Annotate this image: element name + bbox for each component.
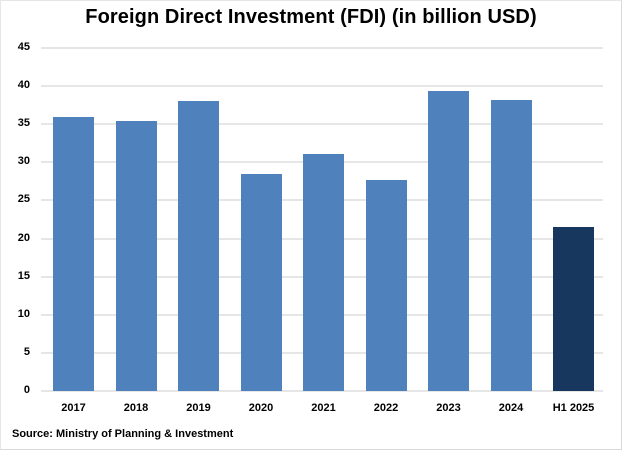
y-tick-label: 0: [23, 384, 30, 396]
x-tick-label: 2018: [123, 402, 149, 414]
bar-2022: [365, 179, 407, 391]
bar-2019: [178, 101, 219, 391]
y-tick-label: 35: [17, 117, 30, 130]
x-tick-label: 2022: [373, 402, 399, 414]
x-tick-label: 2021: [311, 402, 336, 414]
bar-2017: [53, 117, 94, 391]
source-note: Source: Ministry of Planning & Investmen…: [12, 428, 234, 440]
y-tick-label: 15: [17, 269, 30, 282]
y-tick-label: 10: [17, 307, 30, 320]
bar-2020: [240, 173, 282, 391]
gridline: [41, 47, 603, 49]
x-tick-label: 2023: [436, 402, 461, 414]
x-tick-label: 2019: [186, 402, 211, 414]
bar-h1-2025: [553, 227, 594, 391]
x-tick-label: H1 2025: [552, 402, 595, 414]
x-tick-label: 2024: [498, 402, 524, 414]
chart-title: Foreign Direct Investment (FDI) (in bill…: [85, 6, 537, 28]
gridline: [41, 123, 603, 126]
bar-2021: [303, 153, 344, 391]
gridline: [41, 85, 603, 88]
bar-2023: [428, 90, 469, 391]
bar-2024: [490, 99, 532, 391]
x-tick-label: 2020: [248, 402, 274, 414]
y-tick-label: 45: [17, 41, 30, 53]
y-tick-label: 25: [17, 193, 30, 206]
y-tick-label: 30: [17, 155, 30, 168]
x-tick-label: 2017: [61, 402, 86, 414]
y-tick-label: 5: [23, 345, 30, 358]
y-tick-label: 20: [17, 231, 30, 244]
gridline: [41, 390, 603, 392]
bar-2018: [115, 121, 157, 391]
y-tick-label: 40: [17, 79, 30, 92]
